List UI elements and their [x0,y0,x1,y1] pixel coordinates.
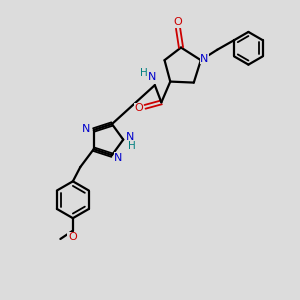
Text: N: N [114,152,123,163]
Text: N: N [148,72,156,82]
Text: N: N [126,132,134,142]
Text: O: O [134,103,143,113]
Text: N: N [82,124,90,134]
Text: H: H [128,141,135,151]
Text: O: O [68,232,77,242]
Text: H: H [140,68,147,78]
Text: N: N [200,54,208,64]
Text: O: O [174,17,182,27]
